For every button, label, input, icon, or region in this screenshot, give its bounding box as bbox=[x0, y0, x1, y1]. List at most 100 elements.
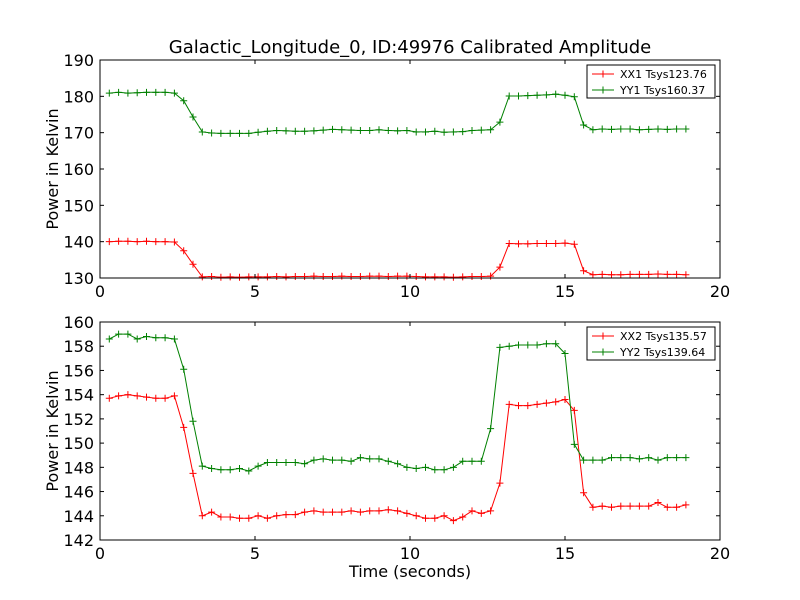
data-point-0-1 bbox=[487, 126, 495, 134]
legend-marker bbox=[599, 70, 607, 78]
data-point-0-1 bbox=[477, 126, 485, 134]
data-point-0-0 bbox=[245, 273, 253, 281]
y-tick-label: 152 bbox=[63, 410, 94, 429]
data-point-0-1 bbox=[329, 125, 336, 133]
data-point-1-0 bbox=[105, 394, 113, 402]
data-point-1-0 bbox=[384, 506, 392, 514]
data-point-0-0 bbox=[673, 270, 681, 278]
data-point-1-1 bbox=[319, 455, 327, 463]
data-point-1-0 bbox=[263, 514, 271, 522]
y-tick-label: 156 bbox=[63, 361, 94, 380]
data-point-0-1 bbox=[394, 127, 402, 135]
data-point-0-0 bbox=[626, 270, 634, 278]
data-point-1-1 bbox=[515, 341, 522, 349]
data-point-0-0 bbox=[180, 247, 188, 255]
data-point-1-1 bbox=[431, 466, 439, 474]
data-point-0-1 bbox=[133, 89, 141, 97]
data-point-0-1 bbox=[124, 89, 132, 97]
data-point-1-0 bbox=[449, 517, 457, 525]
data-point-1-0 bbox=[533, 400, 541, 408]
data-point-0-1 bbox=[459, 128, 467, 136]
data-point-0-1 bbox=[291, 127, 299, 135]
data-point-1-1 bbox=[375, 455, 383, 463]
data-point-1-1 bbox=[505, 342, 513, 350]
data-point-0-0 bbox=[143, 237, 150, 245]
data-point-0-1 bbox=[208, 129, 216, 137]
y-tick-label: 148 bbox=[63, 458, 94, 477]
data-point-0-1 bbox=[310, 127, 318, 135]
data-point-1-0 bbox=[189, 469, 197, 477]
data-point-0-0 bbox=[301, 273, 309, 281]
data-point-0-1 bbox=[273, 126, 281, 134]
data-point-0-0 bbox=[682, 271, 690, 279]
data-point-1-0 bbox=[654, 498, 662, 506]
y-tick-label: 180 bbox=[63, 87, 94, 106]
data-point-0-0 bbox=[105, 238, 113, 246]
data-point-0-0 bbox=[208, 273, 216, 281]
data-point-0-0 bbox=[663, 270, 671, 278]
data-point-0-1 bbox=[468, 126, 476, 134]
data-point-0-0 bbox=[580, 267, 588, 275]
data-point-0-1 bbox=[515, 92, 522, 100]
data-point-0-1 bbox=[375, 126, 383, 134]
y-tick-label: 150 bbox=[63, 196, 94, 215]
data-point-0-0 bbox=[189, 260, 197, 268]
data-point-0-0 bbox=[477, 273, 485, 281]
data-point-1-0 bbox=[394, 507, 402, 515]
data-point-0-1 bbox=[319, 126, 327, 134]
data-point-1-0 bbox=[645, 502, 653, 510]
data-point-1-0 bbox=[682, 501, 690, 509]
data-point-0-1 bbox=[161, 88, 169, 96]
data-point-0-1 bbox=[673, 125, 681, 133]
data-point-1-1 bbox=[301, 460, 309, 468]
data-point-0-0 bbox=[236, 273, 243, 281]
data-point-0-0 bbox=[384, 273, 392, 281]
data-point-0-1 bbox=[347, 126, 355, 134]
data-point-1-0 bbox=[133, 392, 141, 400]
x-tick-label: 20 bbox=[710, 282, 730, 301]
data-point-1-0 bbox=[310, 507, 318, 515]
data-point-1-0 bbox=[282, 511, 290, 519]
data-point-0-1 bbox=[635, 126, 643, 134]
y-tick-label: 154 bbox=[63, 386, 94, 405]
data-point-1-1 bbox=[570, 440, 578, 448]
y-axis-label: Power in Kelvin bbox=[43, 370, 62, 491]
data-point-0-0 bbox=[394, 272, 402, 280]
data-point-1-0 bbox=[477, 509, 485, 517]
data-point-0-1 bbox=[152, 88, 160, 96]
data-point-1-1 bbox=[403, 463, 411, 471]
data-point-1-0 bbox=[319, 508, 327, 516]
data-point-1-0 bbox=[170, 392, 178, 400]
data-point-1-0 bbox=[236, 514, 243, 522]
data-point-0-0 bbox=[170, 238, 178, 246]
data-point-1-1 bbox=[198, 462, 206, 470]
legend-marker bbox=[599, 348, 607, 356]
data-point-0-0 bbox=[617, 271, 625, 279]
data-point-0-1 bbox=[561, 91, 569, 99]
data-point-0-1 bbox=[115, 88, 123, 96]
data-point-1-0 bbox=[673, 503, 681, 511]
data-point-0-1 bbox=[654, 125, 662, 133]
data-point-1-1 bbox=[217, 466, 225, 474]
data-point-1-1 bbox=[440, 466, 448, 474]
data-point-0-0 bbox=[468, 273, 476, 281]
data-point-0-1 bbox=[617, 125, 625, 133]
data-point-1-0 bbox=[468, 507, 476, 515]
data-point-0-1 bbox=[449, 128, 457, 136]
legend-marker bbox=[599, 332, 607, 340]
data-point-1-1 bbox=[449, 463, 457, 471]
data-point-1-1 bbox=[189, 417, 197, 425]
data-point-0-1 bbox=[552, 90, 560, 98]
data-point-0-1 bbox=[245, 129, 253, 137]
x-tick-label: 5 bbox=[250, 544, 260, 563]
data-point-0-1 bbox=[254, 128, 262, 136]
data-point-0-1 bbox=[282, 127, 290, 135]
data-point-1-0 bbox=[580, 489, 588, 497]
data-point-0-0 bbox=[449, 273, 457, 281]
data-point-1-1 bbox=[133, 335, 141, 343]
data-point-1-0 bbox=[515, 402, 522, 410]
data-point-1-1 bbox=[459, 457, 467, 465]
x-tick-label: 15 bbox=[555, 544, 575, 563]
